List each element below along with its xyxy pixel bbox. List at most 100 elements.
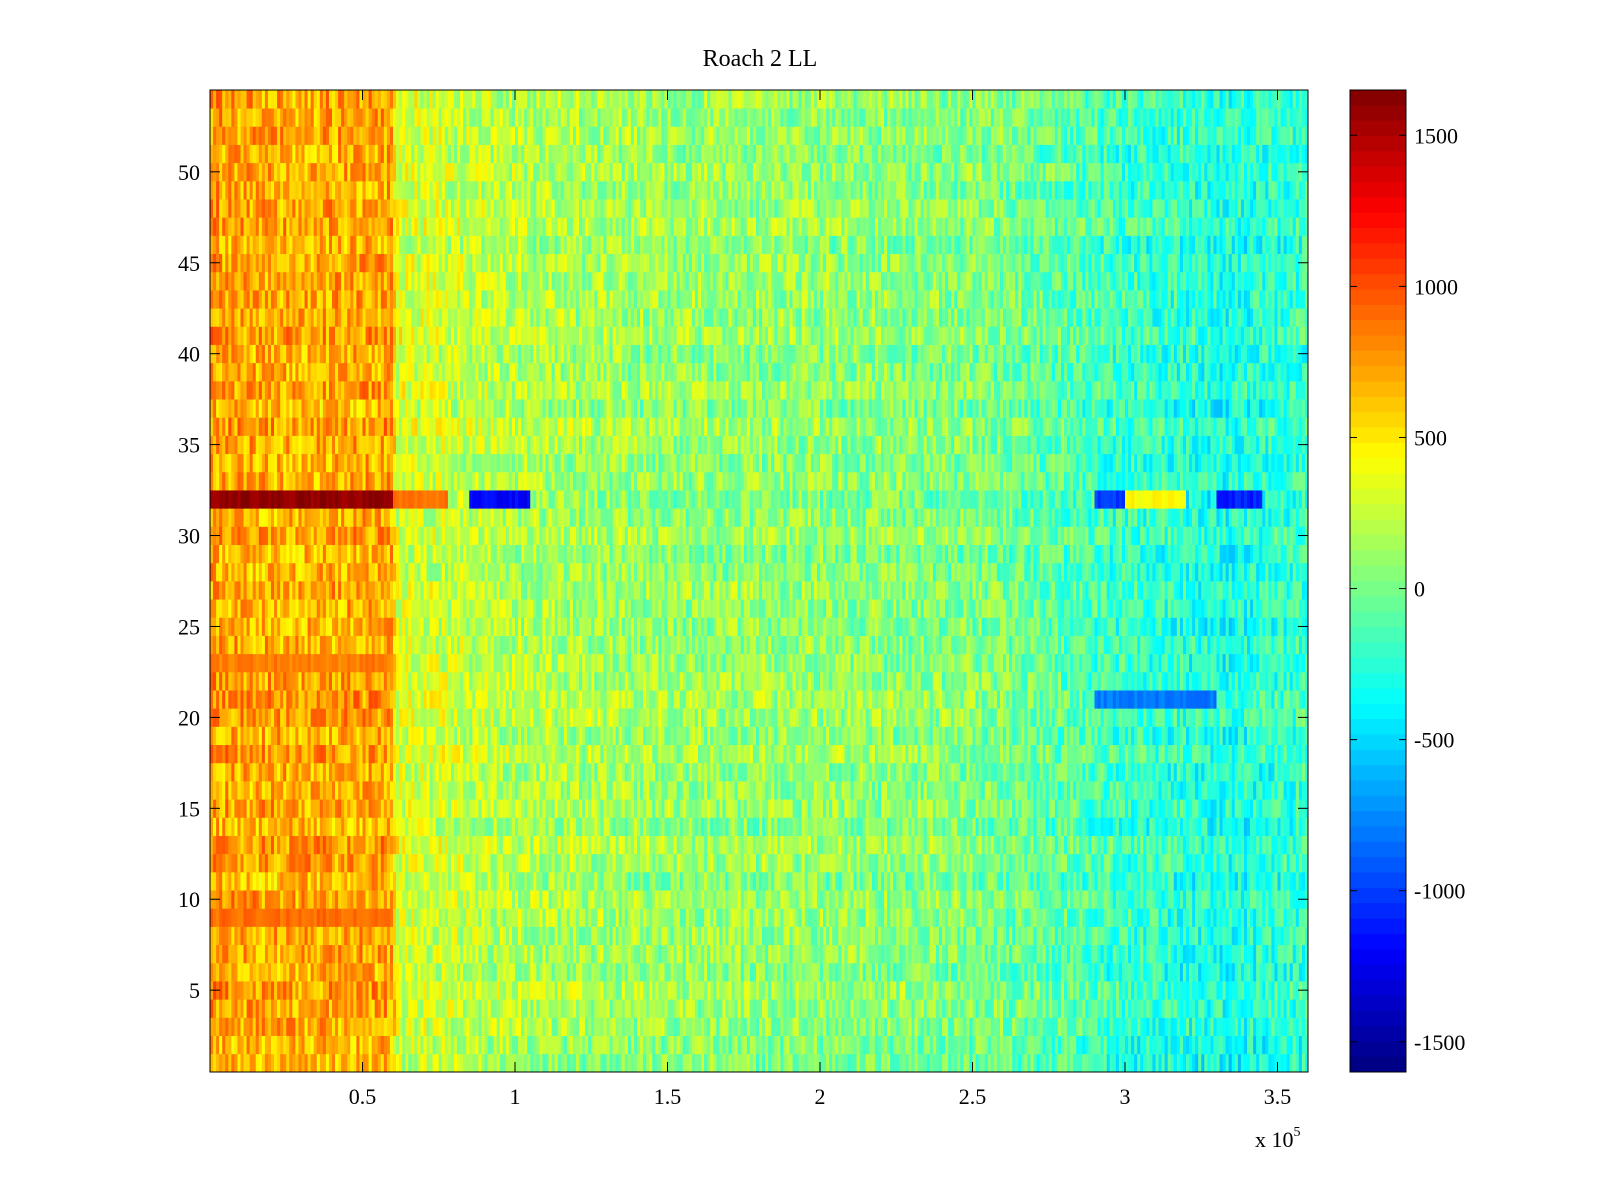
heatmap-cell bbox=[563, 944, 568, 964]
heatmap-cell bbox=[533, 908, 537, 927]
heatmap-cell bbox=[908, 890, 912, 909]
heatmap-cell bbox=[1106, 908, 1111, 927]
heatmap-cell bbox=[335, 1035, 339, 1055]
heatmap-cell bbox=[896, 835, 900, 855]
heatmap-cell bbox=[1121, 817, 1126, 836]
heatmap-cell bbox=[627, 817, 632, 836]
heatmap-cell bbox=[874, 944, 879, 964]
heatmap-cell bbox=[731, 1053, 735, 1073]
heatmap-cell bbox=[795, 835, 799, 855]
heatmap-cell bbox=[1152, 890, 1156, 909]
heatmap-cell bbox=[694, 871, 699, 891]
heatmap-cell bbox=[335, 908, 339, 927]
heatmap-cell bbox=[1036, 926, 1040, 946]
heatmap-cell bbox=[258, 835, 263, 855]
heatmap-cell bbox=[1079, 1035, 1083, 1055]
heatmap-cell bbox=[1149, 835, 1153, 855]
heatmap-cell bbox=[393, 962, 397, 982]
heatmap-cell bbox=[1161, 871, 1165, 891]
heatmap-cell bbox=[383, 835, 388, 855]
heatmap-cell bbox=[362, 853, 366, 873]
heatmap-cell bbox=[484, 1053, 488, 1073]
heatmap-cell bbox=[1274, 871, 1278, 891]
heatmap-cell bbox=[353, 962, 357, 982]
heatmap-cell bbox=[411, 890, 415, 909]
heatmap-cell bbox=[942, 944, 946, 964]
heatmap-cell bbox=[1240, 1035, 1245, 1055]
heatmap-cell bbox=[414, 817, 418, 836]
heatmap-cell bbox=[649, 890, 653, 909]
heatmap-cell bbox=[859, 981, 864, 1000]
heatmap-cell bbox=[670, 926, 674, 946]
heatmap-cell bbox=[935, 1017, 940, 1036]
heatmap-cell bbox=[322, 981, 327, 1000]
heatmap-cell bbox=[460, 890, 464, 909]
heatmap-cell bbox=[646, 962, 650, 982]
heatmap-cell bbox=[1216, 962, 1220, 982]
heatmap-cell bbox=[301, 817, 305, 836]
heatmap-cell bbox=[755, 817, 760, 836]
heatmap-cell bbox=[951, 817, 955, 836]
heatmap-cell bbox=[737, 890, 742, 909]
heatmap-cell bbox=[1103, 1053, 1108, 1073]
heatmap-cell bbox=[975, 981, 979, 1000]
heatmap-cell bbox=[975, 1017, 979, 1036]
heatmap-cell bbox=[917, 908, 921, 927]
heatmap-cell bbox=[1240, 999, 1245, 1018]
heatmap-cell bbox=[341, 1017, 345, 1036]
heatmap-cell bbox=[752, 890, 757, 909]
heatmap-cell bbox=[319, 871, 324, 891]
heatmap-cell bbox=[743, 926, 748, 946]
heatmap-cell bbox=[786, 871, 790, 891]
heatmap-cell bbox=[1176, 1017, 1181, 1036]
heatmap-cell bbox=[255, 890, 260, 909]
heatmap-cell bbox=[749, 871, 754, 891]
heatmap-cell bbox=[274, 1017, 278, 1036]
heatmap-cell bbox=[999, 944, 1004, 964]
heatmap-cell bbox=[341, 962, 345, 982]
heatmap-cell bbox=[274, 962, 278, 982]
heatmap-cell bbox=[789, 1053, 793, 1073]
heatmap-cell bbox=[1298, 853, 1303, 873]
heatmap-cell bbox=[496, 1017, 501, 1036]
heatmap-cell bbox=[1234, 999, 1239, 1018]
heatmap-cell bbox=[771, 871, 775, 891]
heatmap-cell bbox=[1189, 853, 1193, 873]
heatmap-cell bbox=[798, 908, 803, 927]
heatmap-cell bbox=[487, 962, 491, 982]
heatmap-cell bbox=[694, 962, 699, 982]
heatmap-cell bbox=[1103, 908, 1108, 927]
heatmap-cell bbox=[457, 962, 461, 982]
heatmap-cell bbox=[301, 835, 305, 855]
heatmap-cell bbox=[508, 1053, 513, 1073]
heatmap-cell bbox=[332, 944, 336, 964]
heatmap-cell bbox=[1152, 835, 1156, 855]
heatmap-cell bbox=[789, 999, 793, 1018]
heatmap-cell bbox=[856, 908, 860, 927]
heatmap-cell bbox=[1012, 853, 1016, 873]
heatmap-cell bbox=[380, 999, 385, 1018]
heatmap-cell bbox=[1213, 908, 1217, 927]
heatmap-cell bbox=[719, 817, 723, 836]
heatmap-cell bbox=[893, 1017, 897, 1036]
heatmap-cell bbox=[749, 926, 754, 946]
heatmap-cell bbox=[219, 853, 223, 873]
heatmap-cell bbox=[755, 908, 760, 927]
heatmap-cell bbox=[551, 835, 555, 855]
heatmap-cell bbox=[801, 944, 806, 964]
heatmap-cell bbox=[850, 1017, 854, 1036]
heatmap-cell bbox=[1222, 871, 1226, 891]
heatmap-cell bbox=[707, 962, 711, 982]
heatmap-cell bbox=[664, 981, 668, 1000]
heatmap-cell bbox=[1027, 835, 1031, 855]
heatmap-cell bbox=[920, 999, 925, 1018]
heatmap-cell bbox=[917, 962, 921, 982]
heatmap-cell bbox=[630, 1035, 635, 1055]
heatmap-cell bbox=[304, 1053, 308, 1073]
heatmap-cell bbox=[1189, 871, 1193, 891]
heatmap-cell bbox=[496, 944, 501, 964]
heatmap-cell bbox=[237, 835, 241, 855]
heatmap-cell bbox=[871, 926, 876, 946]
heatmap-cell bbox=[563, 999, 568, 1018]
heatmap-cell bbox=[484, 962, 488, 982]
